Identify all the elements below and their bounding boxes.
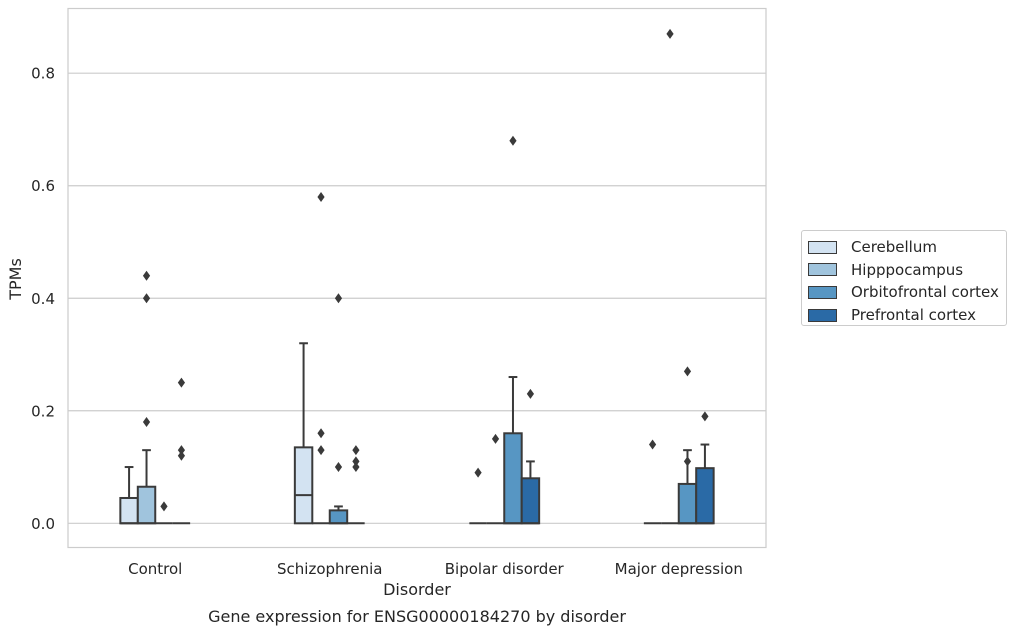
- box: [469, 467, 487, 525]
- box-body: [520, 477, 541, 525]
- outlier-point: [334, 293, 343, 304]
- box: [643, 439, 662, 525]
- y-tick-label: 0.4: [31, 290, 55, 308]
- plot-frame: [67, 7, 767, 549]
- y-tick-label: 0.0: [31, 515, 55, 533]
- outlier-point: [352, 462, 360, 473]
- legend-label: Hipppocampus: [851, 260, 964, 279]
- legend-label: Prefrontal cortex: [851, 306, 976, 325]
- box: [312, 191, 330, 525]
- outlier-point: [142, 293, 151, 304]
- box: [328, 293, 349, 525]
- y-tick-label: 0.2: [31, 402, 55, 420]
- box: [661, 28, 679, 525]
- box: [677, 366, 698, 525]
- outlier-point: [177, 445, 186, 456]
- x-axis-label: Disorder: [383, 580, 451, 599]
- box: [520, 388, 541, 525]
- box: [155, 501, 173, 525]
- box: [136, 270, 157, 525]
- legend-swatch-prefrontal-cortex: [808, 308, 837, 322]
- grid-lines: [68, 72, 766, 524]
- outlier-point: [683, 366, 692, 377]
- legend-label: Orbitofrontal cortex: [851, 283, 999, 302]
- outlier-point: [701, 411, 709, 422]
- box-body: [503, 432, 523, 525]
- x-tick-label: Bipolar disorder: [445, 560, 565, 578]
- outlier-point: [160, 501, 168, 512]
- outlier-point: [334, 462, 343, 473]
- x-tick-label: Major depression: [615, 560, 743, 578]
- box: [486, 433, 505, 525]
- legend-item-prefrontal-cortex: Prefrontal cortex: [808, 304, 1006, 327]
- legend-label: Cerebellum: [851, 238, 937, 257]
- box: [293, 342, 314, 525]
- outlier-point: [177, 377, 186, 388]
- outlier-point: [683, 456, 692, 467]
- outlier-point: [177, 450, 186, 461]
- legend: Cerebellum Hipppocampus Orbitofrontal co…: [801, 230, 1007, 326]
- box-body: [328, 509, 349, 525]
- outlier-point: [317, 428, 325, 439]
- box-body: [293, 446, 314, 525]
- box-body: [119, 496, 139, 525]
- y-tick-labels: 0.0 0.2 0.4 0.6 0.8: [31, 65, 55, 533]
- outlier-point: [352, 445, 360, 456]
- outlier-point: [491, 433, 500, 444]
- outlier-point: [352, 456, 360, 467]
- y-tick-label: 0.6: [31, 177, 55, 195]
- legend-item-cerebellum: Cerebellum: [808, 236, 1006, 259]
- outlier-point: [317, 445, 325, 456]
- box: [119, 466, 139, 525]
- outlier-point: [526, 388, 535, 399]
- box: [347, 445, 365, 525]
- outlier-point: [666, 28, 674, 39]
- x-tick-labels: Control Schizophrenia Bipolar disorder Majo…: [128, 560, 743, 578]
- legend-item-orbitofrontal-cortex: Orbitofrontal cortex: [808, 281, 1006, 304]
- legend-swatch-hipppocampus: [808, 263, 837, 277]
- chart-title: Gene expression for ENSG00000184270 by d…: [208, 607, 626, 626]
- box: [695, 411, 715, 525]
- x-tick-label: Schizophrenia: [277, 560, 382, 578]
- y-tick-label: 0.8: [31, 65, 55, 83]
- x-tick-label: Control: [128, 560, 182, 578]
- legend-item-hipppocampus: Hipppocampus: [808, 259, 1006, 282]
- box-series: [119, 28, 715, 525]
- box-body: [695, 467, 715, 525]
- outlier-point: [142, 417, 151, 428]
- outlier-point: [142, 270, 151, 281]
- outlier-point: [317, 191, 325, 202]
- outlier-point: [509, 135, 517, 146]
- outlier-point: [648, 439, 657, 450]
- box: [172, 377, 191, 525]
- box-body: [136, 485, 157, 525]
- outlier-point: [474, 467, 482, 478]
- legend-swatch-cerebellum: [808, 240, 837, 254]
- box-body: [677, 482, 698, 525]
- box: [503, 135, 523, 525]
- y-axis-label: TPMs: [6, 258, 25, 301]
- legend-swatch-orbitofrontal-cortex: [808, 285, 837, 299]
